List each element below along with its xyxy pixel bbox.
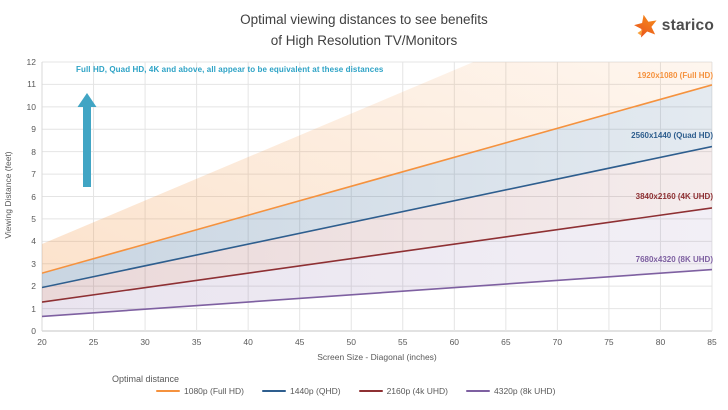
series-line [42, 207, 712, 303]
full-hd-to-quad-hd-band [42, 84, 712, 288]
chart-title-line1: Optimal viewing distances to see benefit… [240, 12, 488, 27]
legend-item-label: 2160p (4k UHD) [386, 386, 448, 396]
x-tick-label: 85 [707, 337, 717, 347]
y-tick-label: 4 [31, 236, 36, 247]
legend-items: 1080p (Full HD) 1440p (QHD) 2160p (4k UH… [156, 386, 555, 396]
x-tick-label: 60 [449, 337, 460, 347]
y-tick-label: 9 [31, 124, 36, 135]
chart-title-line2: of High Resolution TV/Monitors [270, 33, 458, 48]
x-tick-label: 50 [346, 337, 356, 347]
above-full-hd-band [42, 62, 712, 274]
line-label-8k-uhd: 7680x4320 (8K UHD) [635, 255, 713, 264]
y-tick-label: 12 [26, 57, 36, 67]
x-tick-label: 70 [552, 337, 563, 347]
x-tick-label: 30 [140, 337, 150, 347]
legend-item: 1440p (QHD) [262, 386, 341, 396]
x-axis-title: Screen Size - Diagonal (inches) [317, 352, 437, 362]
legend-item-label: 1080p (Full HD) [184, 386, 244, 396]
y-tick-label: 0 [31, 326, 36, 336]
series-line [42, 268, 712, 318]
x-tick-label: 40 [243, 337, 253, 347]
y-tick-label: 1 [31, 303, 36, 314]
star-icon [633, 14, 657, 38]
legend-item: 1080p (Full HD) [156, 386, 244, 396]
up-arrow-icon [77, 93, 97, 187]
series-line [42, 84, 712, 274]
line-label-full-hd: 1920x1080 (Full HD) [637, 71, 713, 80]
legend-title: Optimal distance [112, 374, 180, 384]
annotation-text: Full HD, Quad HD, 4K and above, all appe… [76, 65, 384, 74]
legend-swatch [156, 390, 180, 392]
x-tick-label: 35 [191, 337, 202, 347]
y-tick-label: 10 [26, 101, 36, 112]
series-line [42, 145, 712, 289]
x-tick-label: 55 [398, 337, 408, 347]
chart-title: Optimal viewing distances to see benefit… [0, 9, 728, 51]
line-label-quad-hd: 2560x1440 (Quad HD) [631, 131, 713, 140]
legend-swatch [262, 390, 286, 392]
y-tick-label: 3 [31, 258, 36, 269]
x-tick-label: 65 [501, 337, 511, 347]
x-tick-label: 80 [655, 337, 666, 347]
legend-item-label: 1440p (QHD) [290, 386, 341, 396]
legend-item-label: 4320p (8k UHD) [493, 386, 556, 396]
y-tick-label: 2 [31, 281, 36, 292]
x-tick-label: 20 [37, 337, 47, 347]
logo-text: starico [661, 17, 714, 34]
4k-to-8k-band [42, 207, 712, 317]
x-tick-label: 75 [604, 337, 614, 347]
y-tick-label: 5 [31, 213, 36, 224]
x-tick-label: 45 [294, 337, 305, 347]
y-tick-label: 8 [31, 146, 36, 157]
legend-item: 4320p (8k UHD) [465, 386, 556, 396]
line-label-4k-uhd: 3840x2160 (4K UHD) [635, 192, 713, 201]
legend: Optimal distance [112, 369, 179, 387]
quad-hd-to-4k-band [42, 146, 712, 303]
legend-item: 2160p (4k UHD) [358, 386, 448, 396]
y-tick-label: 6 [31, 191, 36, 202]
y-tick-label: 7 [31, 169, 36, 180]
legend-swatch [465, 390, 490, 392]
y-tick-label: 11 [27, 79, 36, 90]
logo: starico [633, 13, 714, 39]
x-tick-label: 25 [88, 337, 99, 347]
legend-swatch [358, 390, 383, 392]
